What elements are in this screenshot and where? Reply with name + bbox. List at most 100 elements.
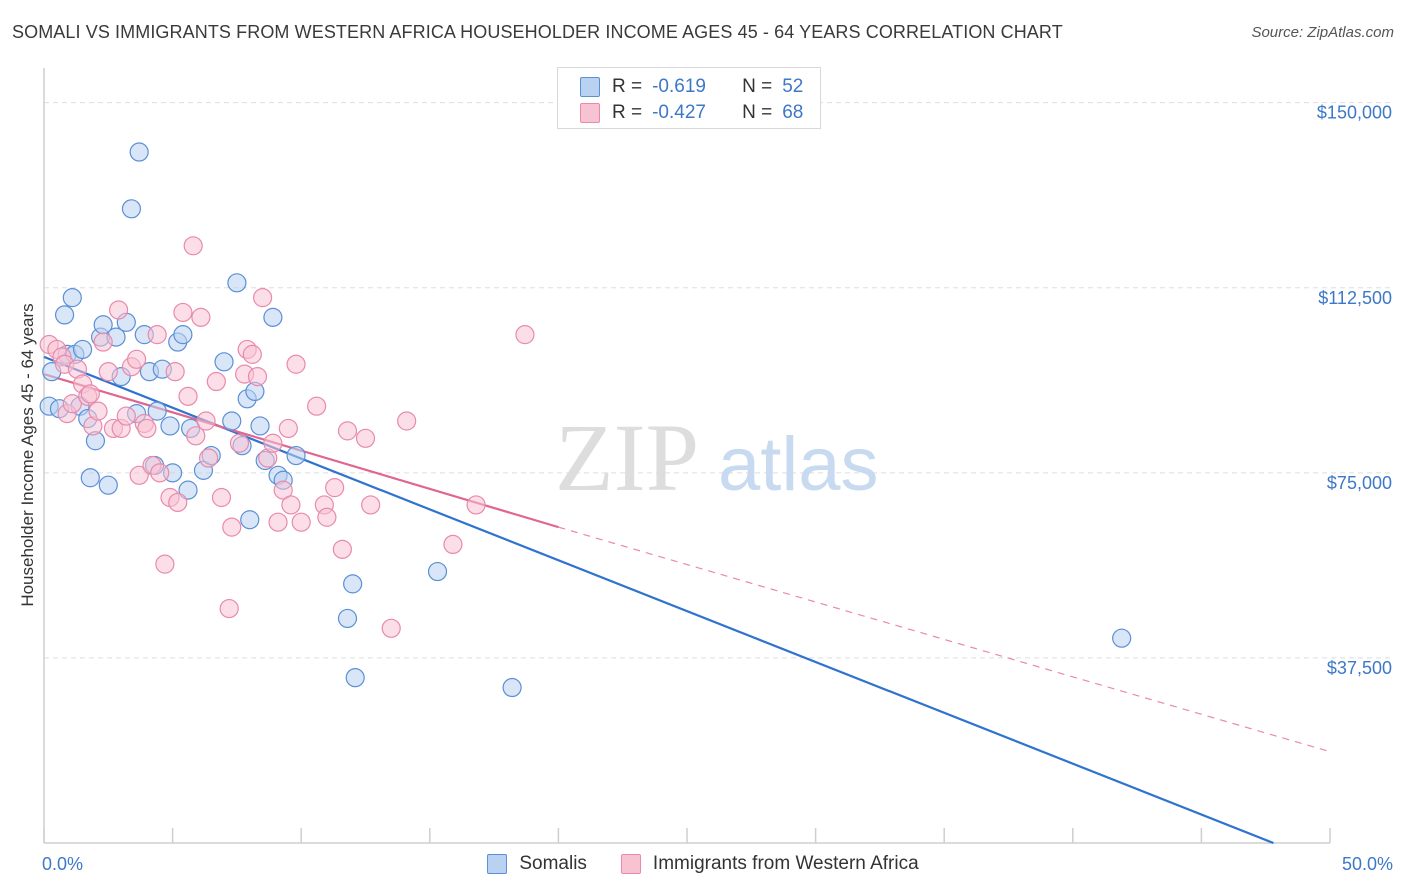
data-point (337, 608, 358, 629)
data-point (502, 677, 522, 698)
data-point (466, 495, 486, 515)
data-point (317, 507, 337, 527)
data-point (126, 349, 147, 369)
watermark: ZIP atlas (555, 404, 879, 511)
data-point (196, 411, 216, 431)
data-point (54, 305, 75, 325)
data-point (222, 517, 242, 537)
data-point (168, 492, 188, 513)
legend-row-western-africa: R = -0.427 N = 68 (580, 102, 803, 124)
data-point (273, 480, 293, 500)
data-point (286, 354, 306, 374)
data-point (98, 362, 118, 382)
x-tick-label: 50.0% (1342, 854, 1393, 874)
data-point (281, 495, 301, 515)
data-point (286, 445, 306, 466)
bottom-legend-item-somalis: Somalis (487, 853, 587, 875)
legend-n-value-western-africa: 68 (782, 102, 804, 123)
legend-r-label: R = (612, 102, 643, 123)
data-point (242, 344, 262, 364)
trend-line-extension-western-africa (558, 526, 1331, 753)
chart-title: SOMALI VS IMMIGRANTS FROM WESTERN AFRICA… (12, 22, 1063, 42)
watermark-zip: ZIP (555, 404, 699, 511)
data-point (186, 426, 206, 446)
data-point (137, 418, 157, 439)
data-point (345, 668, 365, 688)
x-tick-label: 0.0% (42, 854, 83, 874)
data-point (381, 618, 401, 638)
data-point (427, 561, 448, 582)
data-point (98, 475, 118, 495)
y-tick-label: $37,500 (1327, 658, 1392, 678)
data-point (116, 406, 136, 426)
data-point (199, 448, 219, 468)
bottom-legend-item-western-africa: Immigrants from Western Africa (620, 853, 919, 875)
data-point (343, 574, 363, 594)
data-point (397, 411, 417, 431)
legend-row-somalis: R = -0.619 N = 52 (580, 76, 803, 98)
legend-r-label: R = (612, 76, 643, 97)
data-point (214, 352, 234, 372)
data-point (165, 362, 185, 382)
data-point (173, 325, 193, 345)
data-point (108, 300, 129, 320)
series-western-africa (39, 236, 535, 638)
data-point (263, 433, 283, 453)
data-point (173, 302, 193, 323)
data-point (129, 465, 149, 485)
data-point (250, 416, 270, 436)
axes (43, 68, 1331, 844)
data-point (206, 371, 226, 392)
data-point (291, 512, 311, 532)
data-point (178, 480, 198, 500)
source-label: Source: ZipAtlas.com (1251, 24, 1394, 41)
data-point (147, 325, 167, 345)
data-point (62, 288, 82, 308)
data-point (183, 236, 203, 256)
data-point (129, 142, 149, 162)
data-point (88, 401, 108, 421)
legend-r-value-somalis: -0.619 (652, 76, 706, 97)
data-point (147, 401, 167, 421)
data-point (355, 428, 376, 448)
bottom-legend-label-western-africa: Immigrants from Western Africa (652, 853, 919, 874)
bottom-legend-swatch-somalis (487, 854, 508, 874)
data-point (121, 199, 142, 219)
legend-n-value-somalis: 52 (782, 76, 804, 97)
data-point (191, 307, 211, 327)
legend-n-label: N = (742, 76, 773, 97)
data-point (247, 366, 268, 387)
data-point (515, 325, 535, 345)
y-tick-label: $75,000 (1327, 473, 1392, 493)
data-point (263, 307, 283, 327)
data-point (227, 273, 247, 293)
legend-swatch-western-africa (580, 103, 600, 123)
data-point (307, 396, 327, 416)
data-point (240, 510, 260, 530)
data-point (278, 418, 298, 439)
data-point (1112, 628, 1132, 648)
watermark-atlas: atlas (718, 422, 879, 507)
data-point (253, 288, 273, 308)
data-point (80, 468, 100, 488)
data-point (219, 598, 239, 619)
data-point (155, 554, 175, 574)
points-layer (39, 142, 1132, 698)
legend-n-label: N = (742, 102, 773, 123)
data-point (337, 421, 358, 441)
data-point (93, 332, 113, 352)
data-point (443, 534, 463, 555)
y-tick-label: $150,000 (1317, 103, 1392, 123)
legend-r-value-western-africa: -0.427 (652, 102, 706, 123)
bottom-legend-swatch-western-africa (620, 854, 641, 874)
data-point (361, 495, 381, 515)
legend: R = -0.619 N = 52 R = -0.427 N = 68 (557, 67, 821, 129)
data-point (178, 386, 198, 406)
data-point (222, 411, 242, 431)
data-point (160, 416, 180, 436)
data-point (332, 539, 352, 559)
y-tick-labels: $37,500 $75,000 $112,500 $150,000 (1317, 103, 1392, 678)
data-point (211, 487, 232, 508)
data-point (80, 384, 100, 404)
